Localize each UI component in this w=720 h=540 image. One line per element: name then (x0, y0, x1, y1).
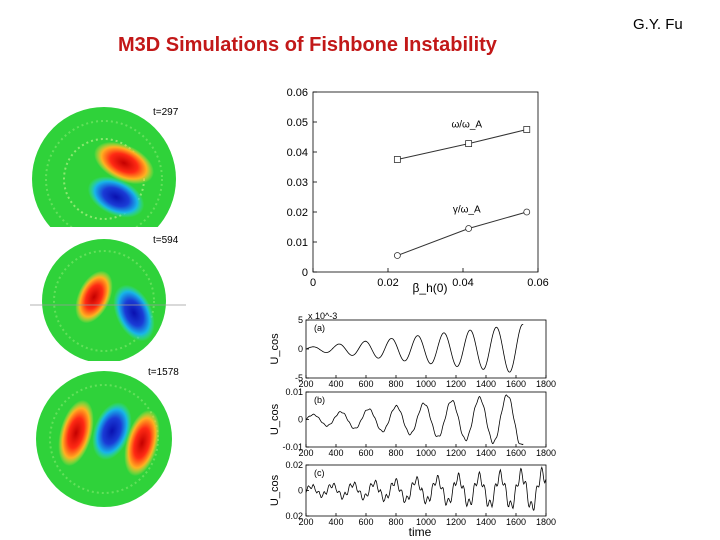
x-tick-label: 200 (298, 379, 313, 389)
y-tick-label: 0 (298, 415, 303, 425)
panel-label: (c) (314, 468, 325, 478)
x-tick-label: 1200 (446, 517, 466, 527)
x-tick-label: 400 (328, 517, 343, 527)
time-trace-chart-b: 200 400 600 800 1000 1200 1400 1600 1800 0.01 0 -0.… (269, 387, 556, 458)
y-tick-label: 0.02 (285, 511, 303, 521)
author-label: G.Y. Fu (633, 16, 683, 33)
y-scale-label: x 10^-3 (308, 311, 337, 321)
contour-snapshot-1 (32, 107, 176, 227)
plot-frame (305, 464, 547, 517)
contour-snapshots-panel: t=297 t=594 t=1578 (30, 101, 186, 511)
y-axis-label: U_cos (269, 474, 281, 506)
contour-snapshots-svg: t=297 t=594 t=1578 (30, 107, 186, 507)
series-line (397, 129, 527, 160)
x-tick-label: 400 (328, 448, 343, 458)
y-tick-label: 0 (298, 486, 303, 496)
x-tick-label: 800 (388, 517, 403, 527)
y-tick-label: 0 (302, 267, 308, 279)
series-label: ω/ω_A (451, 120, 482, 131)
x-tick-label: 0 (310, 277, 316, 289)
data-point (393, 252, 401, 259)
x-axis-label: β_h(0) (413, 281, 448, 295)
x-tick-label: 1600 (506, 517, 526, 527)
y-tick-label: -5 (295, 373, 303, 383)
y-tick-label: 0.05 (287, 117, 308, 129)
x-tick-label: 0.02 (377, 277, 398, 289)
y-tick-label: 5 (298, 315, 303, 325)
plot-frame (305, 391, 547, 448)
time-trace-line (305, 466, 547, 511)
x-tick-label: 600 (358, 448, 373, 458)
y-tick-label: 0.01 (287, 237, 308, 249)
x-tick-label: 600 (358, 379, 373, 389)
x-tick-label: 0.04 (452, 277, 473, 289)
y-tick-label: 0 (298, 344, 303, 354)
contour-label-2: t=594 (153, 235, 179, 246)
x-tick-label: 1800 (536, 517, 556, 527)
y-tick-label: 0.02 (287, 207, 308, 219)
y-tick-label: 0.03 (287, 177, 308, 189)
x-tick-label: 400 (328, 379, 343, 389)
time-trace-chart-c: 200 400 600 800 1000 1200 1400 1600 1800 0.02 0 0.0… (269, 460, 556, 539)
x-tick-label: 800 (388, 448, 403, 458)
x-tick-label: 200 (298, 517, 313, 527)
y-tick-label: -0.01 (282, 442, 303, 452)
contour-label-1: t=297 (153, 107, 179, 118)
x-tick-label: 200 (298, 448, 313, 458)
series-label: γ/ω_A (453, 205, 481, 216)
series-line (397, 211, 527, 256)
x-tick-label: 1600 (506, 379, 526, 389)
contour-label-3: t=1578 (148, 367, 179, 378)
time-trace-chart-a: 200 400 600 800 1000 1200 1400 1600 1800 5 0 -5 (a) x… (269, 311, 556, 389)
y-tick-label: 0.02 (285, 460, 303, 470)
x-tick-label: 1200 (446, 379, 466, 389)
growth-rate-chart: 0 0.02 0.04 0.06 0 0.01 0.02 0.03 0.04 0.05 0.06 β_… (287, 87, 549, 295)
y-tick-label: 0.01 (285, 387, 303, 397)
x-tick-label: 800 (388, 379, 403, 389)
slide-title: M3D Simulations of Fishbone Instability (118, 34, 497, 56)
time-trace-line (305, 394, 524, 446)
data-point (465, 140, 473, 148)
data-point (393, 156, 401, 163)
data-point (523, 208, 531, 216)
data-point (465, 225, 473, 232)
x-tick-label: 1600 (506, 448, 526, 458)
x-tick-label: 1800 (536, 379, 556, 389)
contour-snapshot-2 (42, 239, 166, 361)
x-tick-label: 1400 (476, 517, 496, 527)
x-tick-label: 0.06 (527, 277, 548, 289)
plot-frame (305, 319, 547, 379)
x-tick-label: 1000 (416, 448, 436, 458)
x-tick-label: 600 (358, 517, 373, 527)
y-axis-label: U_cos (269, 333, 281, 365)
x-tick-label: 1400 (476, 379, 496, 389)
time-trace-line (305, 323, 524, 373)
panel-label: (b) (314, 395, 325, 405)
y-axis-label: U_cos (269, 403, 281, 435)
x-tick-label: 1800 (536, 448, 556, 458)
x-axis-label: time (409, 525, 432, 539)
x-tick-label: 1200 (446, 448, 466, 458)
y-tick-label: 0.06 (287, 87, 308, 99)
data-point (523, 126, 531, 133)
x-tick-label: 1400 (476, 448, 496, 458)
x-tick-label: 1000 (416, 517, 436, 527)
x-tick-label: 1000 (416, 379, 436, 389)
panel-label: (a) (314, 323, 325, 333)
contour-snapshot-3 (36, 371, 172, 507)
y-tick-label: 0.04 (287, 147, 308, 159)
